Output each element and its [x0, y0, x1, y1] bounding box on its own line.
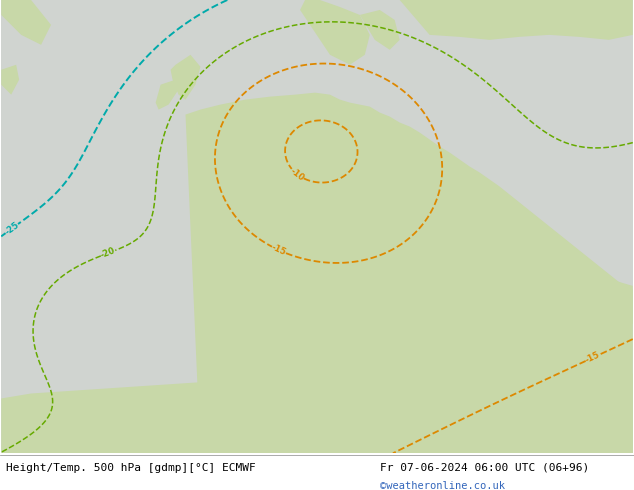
Polygon shape	[366, 306, 378, 326]
Polygon shape	[1, 65, 19, 95]
Point	[0, 449, 6, 457]
Polygon shape	[360, 10, 399, 50]
Point	[0, 449, 6, 457]
Polygon shape	[427, 269, 460, 326]
Text: ©weatheronline.co.uk: ©weatheronline.co.uk	[380, 481, 505, 490]
Polygon shape	[31, 414, 41, 425]
Text: Height/Temp. 500 hPa [gdmp][°C] ECMWF: Height/Temp. 500 hPa [gdmp][°C] ECMWF	[6, 463, 256, 473]
Point	[0, 449, 6, 457]
Polygon shape	[479, 254, 633, 329]
Polygon shape	[56, 393, 71, 412]
Text: -15: -15	[270, 243, 288, 257]
Polygon shape	[300, 0, 370, 65]
Text: -25: -25	[3, 220, 21, 237]
Polygon shape	[1, 364, 633, 453]
Point	[0, 449, 6, 457]
Point	[0, 449, 6, 457]
Point	[0, 449, 6, 457]
Text: -10: -10	[288, 166, 306, 183]
Polygon shape	[360, 336, 372, 354]
Polygon shape	[171, 55, 200, 99]
Polygon shape	[1, 0, 51, 45]
Point	[0, 449, 6, 457]
Polygon shape	[186, 93, 633, 453]
Point	[0, 449, 6, 457]
Polygon shape	[399, 0, 633, 40]
Polygon shape	[155, 80, 179, 110]
Polygon shape	[549, 336, 564, 349]
Polygon shape	[1, 0, 633, 453]
Text: -15: -15	[584, 350, 602, 365]
Point	[0, 449, 6, 457]
Text: -20: -20	[100, 246, 117, 260]
Text: Fr 07-06-2024 06:00 UTC (06+96): Fr 07-06-2024 06:00 UTC (06+96)	[380, 463, 590, 473]
